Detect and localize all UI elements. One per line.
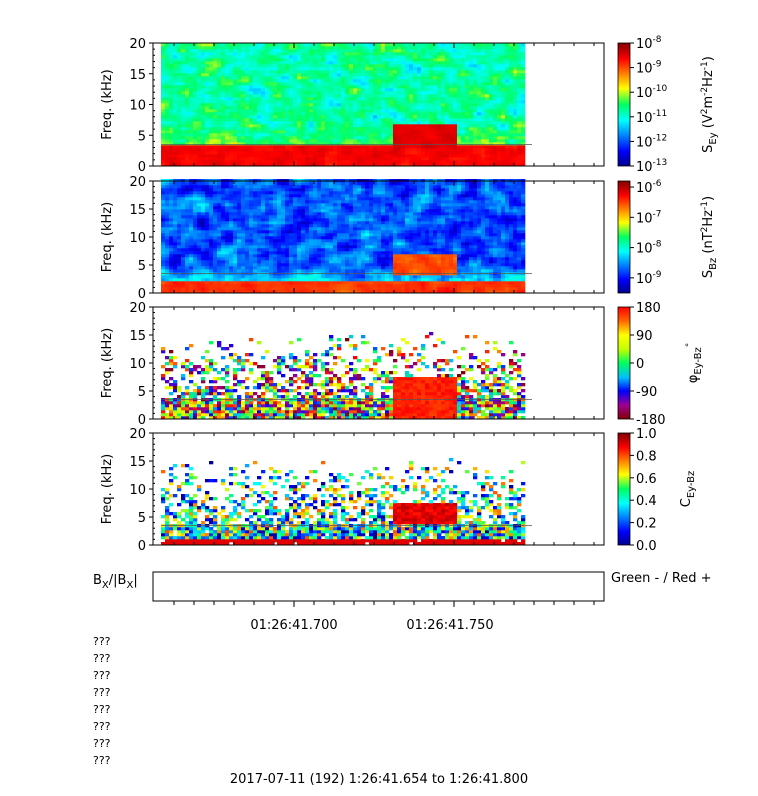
colorbar-3: 180 90 0 -90 -180 φEy-Bz°: [617, 301, 704, 428]
colorbar-1: 10-8 10-9 10-10 10-11 10-12 10-13 SEy (V2m-2Hz…: [617, 35, 719, 175]
colorbar-label: φEy-Bz°: [685, 343, 704, 384]
y-tick-label: 10: [129, 231, 146, 246]
bx-panel-frame: [152, 571, 605, 602]
info-line: ???: [93, 652, 111, 665]
y-tick-label: 10: [129, 357, 146, 372]
time-axis: 01:26:41.700 01:26:41.750: [173, 601, 595, 633]
y-tick-label: 0: [138, 287, 146, 302]
colorbar-tick-label: 10-6: [636, 179, 662, 196]
colorbar-label: SBz (nT2Hz-1): [700, 196, 719, 278]
colorbar-label: CEy-Bz: [679, 471, 697, 508]
colorbar-fill: [617, 432, 631, 546]
colorbar-tick-label: 10-11: [636, 109, 667, 126]
y-tick-label: 20: [129, 301, 146, 316]
colorbar-label: SEy (V2m-2Hz-1): [700, 56, 719, 153]
time-tick-label: 01:26:41.750: [406, 618, 493, 633]
colorbar-tick-label: 0.2: [636, 517, 657, 532]
colorbar-tick-label: -90: [636, 385, 657, 400]
y-tick-label: 5: [138, 259, 146, 274]
heatmap-3: [161, 332, 526, 420]
heatmap-4: [161, 458, 526, 546]
info-line: ???: [93, 737, 111, 750]
colorbar-tick-label: 1.0: [636, 427, 657, 442]
y-tick-label: 0: [138, 160, 146, 175]
colorbar-tick-label: 0.8: [636, 449, 657, 464]
info-line: ???: [93, 686, 111, 699]
colorbar-4: 1.0 0.8 0.6 0.4 0.2 0.0 CEy-Bz: [617, 427, 697, 554]
colorbar-tick-label: 0: [636, 357, 644, 372]
colorbar-tick-label: 10-8: [636, 240, 662, 257]
colorbar-fill: [617, 180, 631, 294]
colorbar-tick-label: 90: [636, 329, 653, 344]
colorbar-tick-label: 10-12: [636, 133, 667, 150]
y-tick-label: 20: [129, 37, 146, 52]
colorbar-2: 10-6 10-7 10-8 10-9 SBz (nT2Hz-1): [617, 179, 719, 294]
colorbar-tick-label: 0.6: [636, 472, 657, 487]
colorbar-tick-label: 180: [636, 301, 661, 316]
panel-3: 0 5 10 15 20 Freq. (kHz) 180 90 0 -90 -180 φEy-Bz°: [100, 301, 704, 428]
y-tick-label: 5: [138, 129, 146, 144]
y-tick-label: 5: [138, 385, 146, 400]
colorbar-tick-label: 10-10: [636, 84, 668, 101]
info-line: ???: [93, 669, 111, 682]
heatmap-2: [161, 179, 526, 294]
colorbar-tick-label: 10-9: [636, 270, 662, 287]
y-tick-label: 15: [129, 455, 146, 470]
colorbar-tick-label: 0.0: [636, 539, 657, 554]
info-lines: ????????????????????????: [93, 633, 111, 769]
y-tick-label: 15: [129, 329, 146, 344]
y-axis-label: Freq. (kHz): [100, 202, 115, 272]
colorbar-fill: [617, 306, 631, 420]
colorbar-fill: [617, 42, 631, 167]
bx-panel: BX/|BX| Green - / Red +: [93, 571, 712, 602]
bx-panel-label: BX/|BX|: [93, 573, 138, 591]
y-tick-label: 0: [138, 539, 146, 554]
colorbar-tick-label: 10-7: [636, 209, 662, 226]
y-axis-label: Freq. (kHz): [100, 454, 115, 524]
colorbar-tick-label: -180: [636, 413, 666, 428]
info-line: ???: [93, 703, 111, 716]
y-axis-label: Freq. (kHz): [100, 328, 115, 398]
bx-legend: Green - / Red +: [611, 571, 712, 586]
y-tick-label: 10: [129, 99, 146, 114]
heatmap-1: [161, 43, 526, 167]
info-line: ???: [93, 720, 111, 733]
panel-2: 0 5 10 15 20 Freq. (kHz) 10-6 10-7 10-8 10-9 SBz (…: [100, 175, 719, 302]
footer-time-range: 2017-07-11 (192) 1:26:41.654 to 1:26:41.…: [229, 772, 529, 787]
y-axis-label: Freq. (kHz): [100, 69, 115, 139]
y-tick-label: 5: [138, 511, 146, 526]
panel-4: 0 5 10 15 20 Freq. (kHz) 1.0 0.8 0.6 0.4 0.2 0.0 CEy…: [100, 427, 697, 554]
y-tick-label: 20: [129, 427, 146, 442]
colorbar-tick-label: 10-9: [636, 60, 662, 77]
time-tick-label: 01:26:41.700: [250, 618, 337, 633]
info-line: ???: [93, 754, 111, 767]
y-tick-label: 0: [138, 413, 146, 428]
y-tick-label: 10: [129, 483, 146, 498]
info-line: ???: [93, 635, 111, 648]
colorbar-tick-label: 10-13: [636, 158, 667, 175]
y-tick-label: 15: [129, 203, 146, 218]
colorbar-tick-label: 10-8: [636, 35, 662, 52]
colorbar-tick-label: 0.4: [636, 494, 657, 509]
y-tick-label: 20: [129, 175, 146, 190]
y-tick-label: 15: [129, 68, 146, 83]
